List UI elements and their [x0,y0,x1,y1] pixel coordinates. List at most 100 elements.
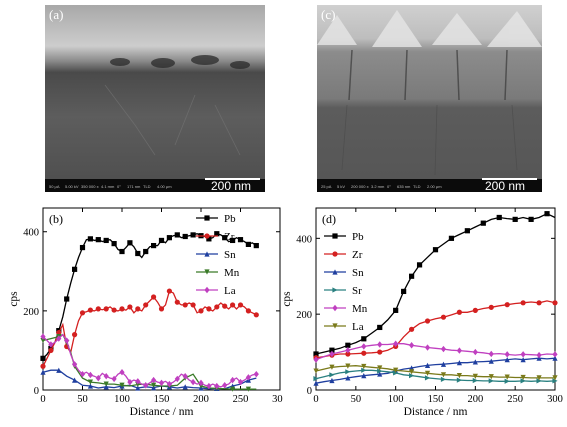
point-d-La-20 [472,373,478,379]
x-tick-label-b-4: 200 [193,394,209,405]
sem-meta-a-4: 0° [117,184,121,189]
point-d-Pb-0 [313,351,319,357]
legend-label-d-Sn: Sn [352,267,364,279]
point-b-La-36 [182,372,188,380]
legend-label-d-Zr: Zr [352,249,363,261]
point-d-Sn-0 [313,380,319,386]
y-axis-label-b: cps [8,291,20,307]
legend-label-d-La: La [352,321,364,333]
point-d-Pb-18 [432,247,439,253]
point-b-Zr-24 [135,306,141,312]
point-b-Zr-0 [40,363,46,369]
point-d-Zr-22 [488,304,494,310]
point-b-Zr-34 [174,299,180,305]
point-b-Mn-0 [40,337,46,344]
point-b-La-22 [127,378,133,386]
series-line-d-Sr [315,369,556,382]
point-b-La-44 [214,382,220,390]
series-d-Zr [313,300,558,361]
point-d-Sr-8 [377,368,383,374]
point-b-Pb-24 [135,250,141,257]
x-tick-label-d-4: 200 [467,394,483,405]
point-d-La-28 [536,375,542,381]
point-b-Zr-32 [166,288,172,294]
point-d-Pb-8 [377,324,383,331]
point-d-Pb-10 [393,307,399,313]
x-tick-label-b-1: 50 [77,394,88,405]
point-d-Pb-2 [329,347,335,353]
panel-label-d: (d) [322,212,336,226]
legend-marker-d-La [332,323,338,329]
point-b-Mn-28 [245,386,251,392]
point-b-Zr-2 [48,347,54,354]
point-d-La-16 [440,372,447,378]
point-b-Pb-22 [127,240,133,246]
point-d-Mn-2 [329,350,335,358]
point-d-Sr-28 [536,378,542,384]
panel-label-c: (c) [321,7,336,22]
series-d-Sr [313,367,558,384]
point-b-Zr-50 [237,302,244,308]
point-d-Zr-30 [552,300,558,306]
point-d-Mn-16 [440,345,447,353]
point-b-Pb-30 [158,237,165,244]
legend-marker-d-Zr [332,251,338,257]
point-d-La-0 [313,368,319,374]
point-d-Sr-0 [313,376,319,382]
point-b-Mn-12 [119,382,125,388]
point-b-Zr-18 [111,307,117,313]
point-b-Zr-8 [72,332,78,338]
series-line-b-Zr [42,290,257,367]
y-axis-label-d: cps [283,291,293,307]
point-d-Sr-4 [345,369,351,375]
point-b-Zr-16 [103,306,109,312]
point-b-Sn-8 [103,384,109,390]
point-b-Zr-38 [190,302,196,308]
y-tick-label-d-2: 400 [296,234,312,245]
point-b-Zr-44 [214,304,220,310]
sem-meta-c-6: TLD [413,184,421,189]
point-b-La-28 [151,376,157,384]
point-b-Zr-14 [95,306,101,312]
point-b-Pb-44 [214,231,220,237]
point-b-Zr-48 [230,302,236,308]
point-d-Sr-30 [552,378,558,384]
legend-marker-b-Pb [204,215,210,221]
point-d-Pb-4 [345,342,351,348]
point-d-Pb-22 [464,228,470,234]
point-d-Mn-26 [520,351,526,358]
point-d-Zr-8 [377,349,383,355]
legend-label-d-Mn: Mn [352,303,368,315]
point-b-Pb-26 [143,248,149,255]
sem-meta-c-4: 0° [387,184,391,189]
series-b-Zr [40,288,259,369]
point-d-Sn-24 [504,357,510,363]
sem-data-bar-c [317,179,542,192]
legend-marker-d-Pb [332,233,338,239]
point-b-La-30 [158,379,165,387]
point-b-Pb-6 [64,296,70,302]
point-b-Pb-52 [245,241,251,247]
point-d-Zr-6 [361,350,367,356]
point-d-Sr-24 [504,378,510,384]
scale-bar-c [482,178,537,180]
x-tick-label-b-3: 150 [154,394,170,405]
point-b-Pb-20 [119,248,125,255]
point-d-Sr-2 [329,372,335,378]
x-tick-label-d-6: 300 [547,394,563,405]
point-d-Sr-26 [520,378,526,384]
point-d-Pb-20 [448,235,455,241]
series-line-d-Pb [315,212,556,355]
point-b-Pb-36 [182,233,188,240]
point-b-Mn-26 [230,386,236,392]
point-d-Zr-12 [409,326,415,332]
point-b-Zr-52 [245,308,251,314]
sem-meta-c-3: 3.2 mm [371,184,385,189]
point-b-La-50 [237,378,244,386]
point-b-Zr-20 [119,306,125,312]
point-b-Zr-54 [253,312,259,318]
point-b-Zr-40 [198,308,204,314]
y-tick-label-b-1: 200 [23,307,39,318]
sem-meta-c-7: 2.00 μm [427,184,442,189]
point-d-Sn-14 [424,362,431,368]
